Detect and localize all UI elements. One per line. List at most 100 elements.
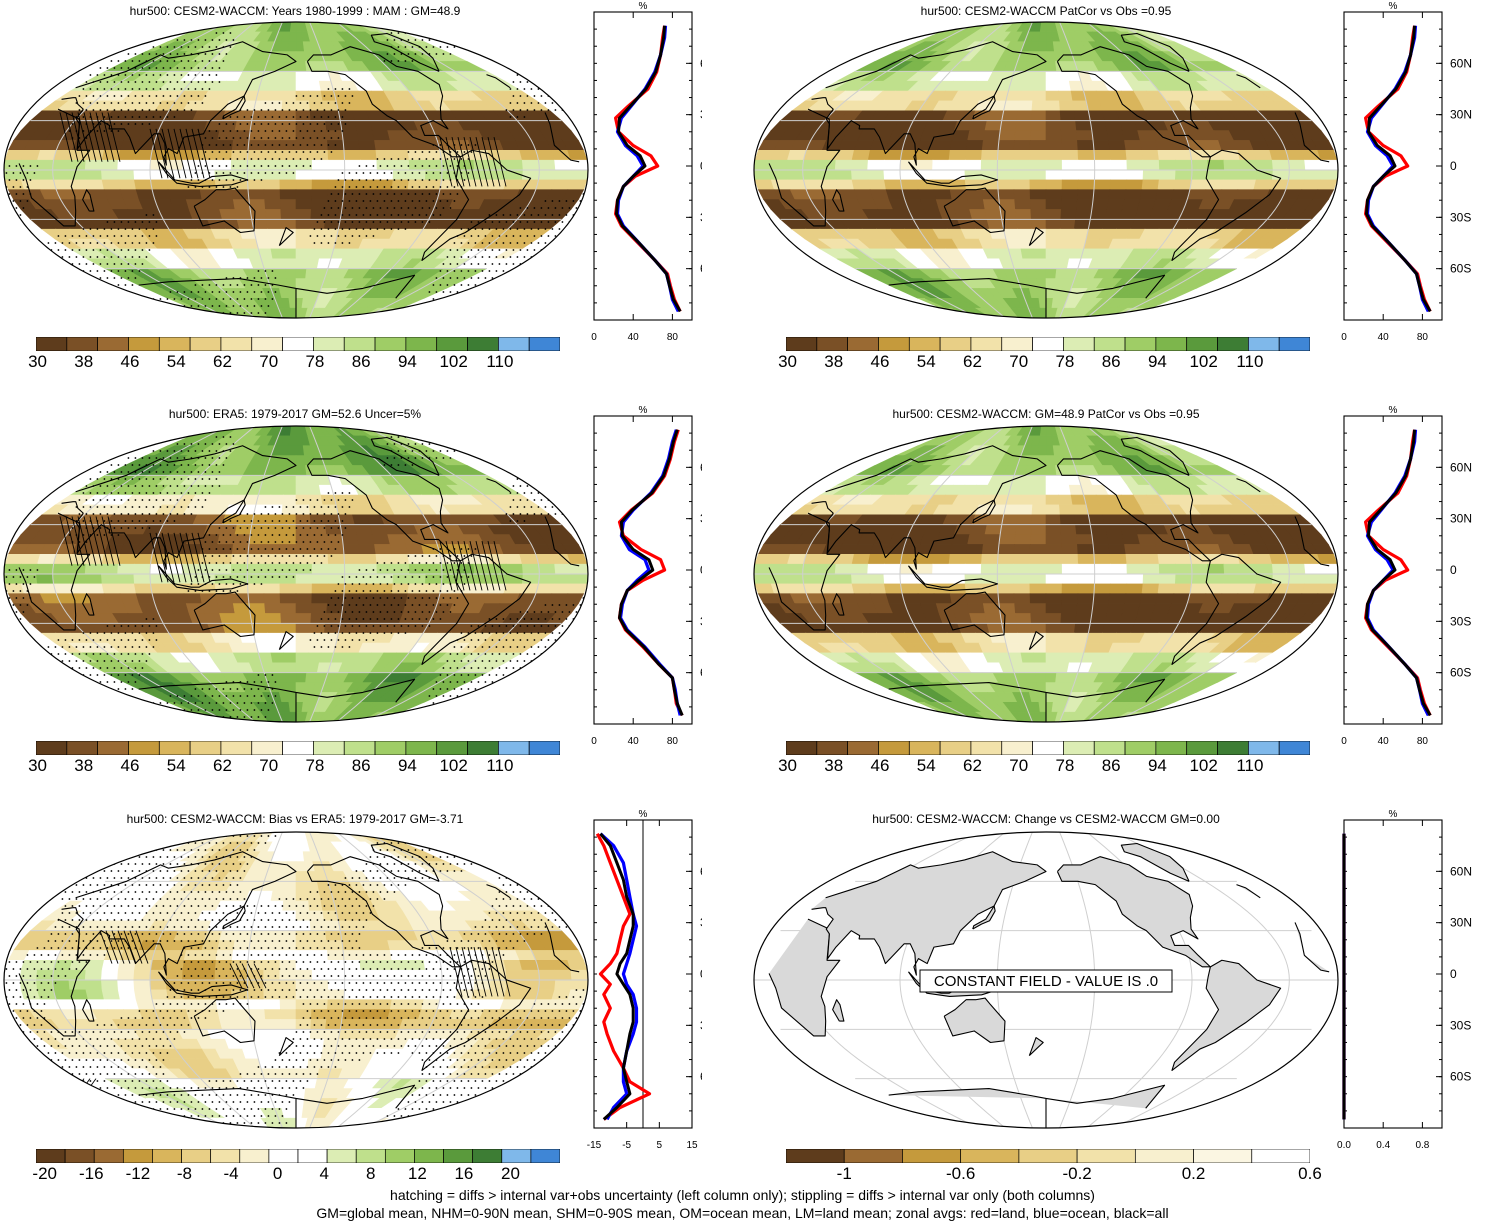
stipple-dot [506, 235, 508, 237]
stipple-dot [128, 249, 130, 251]
field-cell [1046, 52, 1056, 62]
stipple-dot [219, 319, 221, 321]
stipple-dot [331, 193, 333, 195]
stipple-dot [16, 207, 18, 209]
colorbar-swatch [848, 337, 879, 351]
stipple-dot [447, 284, 449, 286]
stipple-dot [506, 109, 508, 111]
stipple-dot [174, 60, 176, 62]
field-cell [250, 525, 266, 535]
field-cell [343, 140, 360, 150]
field-cell [1093, 140, 1110, 150]
stipple-dot [433, 46, 435, 48]
field-cell [421, 190, 439, 200]
stipple-dot [13, 46, 15, 48]
stipple-dot [142, 249, 144, 251]
field-cell [934, 140, 952, 150]
stipple-dot [433, 172, 435, 174]
stipple-dot [485, 25, 487, 27]
stipple-dot [205, 39, 207, 41]
stipple-dot [30, 179, 32, 181]
stipple-dot [461, 228, 463, 230]
field-cell [231, 564, 247, 574]
stipple-dot [107, 235, 109, 237]
colorbar-swatch [786, 337, 817, 351]
stipple-dot [132, 242, 134, 244]
field-cell [264, 594, 280, 604]
stipple-dot [534, 263, 536, 265]
stipple-dot [569, 81, 571, 83]
stipple-dot [132, 116, 134, 118]
stipple-dot [247, 291, 249, 293]
stipple-dot [338, 193, 340, 195]
colorbar-swatch [221, 337, 252, 351]
stipple-dot [237, 284, 239, 286]
stipple-dot [450, 53, 452, 55]
stipple-dot [380, 165, 382, 167]
stipple-dot [44, 263, 46, 265]
stipple-dot [534, 81, 536, 83]
stipple-dot [457, 277, 459, 279]
stipple-dot [93, 249, 95, 251]
x-tick-label: 80 [667, 332, 679, 343]
stipple-dot [377, 228, 379, 230]
field-cell [1240, 170, 1257, 180]
stipple-dot [142, 319, 144, 321]
stipple-dot [359, 193, 361, 195]
stipple-dot [531, 242, 533, 244]
lat-tick-label: 30N [700, 108, 702, 122]
stipple-dot [342, 200, 344, 202]
field-cell [421, 140, 439, 150]
field-cell [204, 209, 222, 219]
field-cell [1092, 200, 1109, 210]
field-cell [296, 623, 311, 633]
colorbar-tick-label: 54 [917, 352, 936, 372]
field-cell [1105, 209, 1122, 219]
field-cell [338, 623, 355, 633]
field-cell [374, 544, 391, 554]
stipple-dot [517, 214, 519, 216]
stipple-dot [496, 242, 498, 244]
lat-tick-label: 0 [1450, 159, 1457, 173]
stipple-dot [16, 165, 18, 167]
stipple-dot [188, 102, 190, 104]
field-cell [390, 544, 408, 554]
stipple-dot [545, 200, 547, 202]
stipple-dot [282, 137, 284, 139]
stipple-dot [86, 25, 88, 27]
field-cell [296, 683, 306, 693]
stipple-dot [398, 228, 400, 230]
stipple-dot [454, 32, 456, 34]
stipple-dot [191, 179, 193, 181]
stipple-dot [489, 256, 491, 258]
stipple-dot [79, 249, 81, 251]
stipple-dot [401, 25, 403, 27]
stipple-dot [314, 144, 316, 146]
stipple-dot [552, 60, 554, 62]
stipple-dot [44, 277, 46, 279]
stipple-dot [128, 123, 130, 125]
stipple-dot [317, 151, 319, 153]
stipple-dot [440, 284, 442, 286]
stipple-dot [142, 67, 144, 69]
stipple-dot [16, 305, 18, 307]
colorbar-swatch [313, 337, 344, 351]
stipple-dot [370, 200, 372, 202]
stipple-dot [216, 46, 218, 48]
stipple-dot [440, 270, 442, 272]
stipple-dot [426, 172, 428, 174]
stipple-dot [212, 67, 214, 69]
stipple-dot [401, 193, 403, 195]
stipple-dot [517, 284, 519, 286]
stipple-dot [118, 88, 120, 90]
field-cell [408, 584, 425, 594]
stipple-dot [83, 102, 85, 104]
stipple-dot [436, 277, 438, 279]
stipple-dot [541, 277, 543, 279]
field-cell [884, 180, 902, 190]
stipple-dot [426, 214, 428, 216]
stipple-dot [534, 67, 536, 69]
field-cell [340, 121, 357, 131]
stipple-dot [226, 291, 228, 293]
